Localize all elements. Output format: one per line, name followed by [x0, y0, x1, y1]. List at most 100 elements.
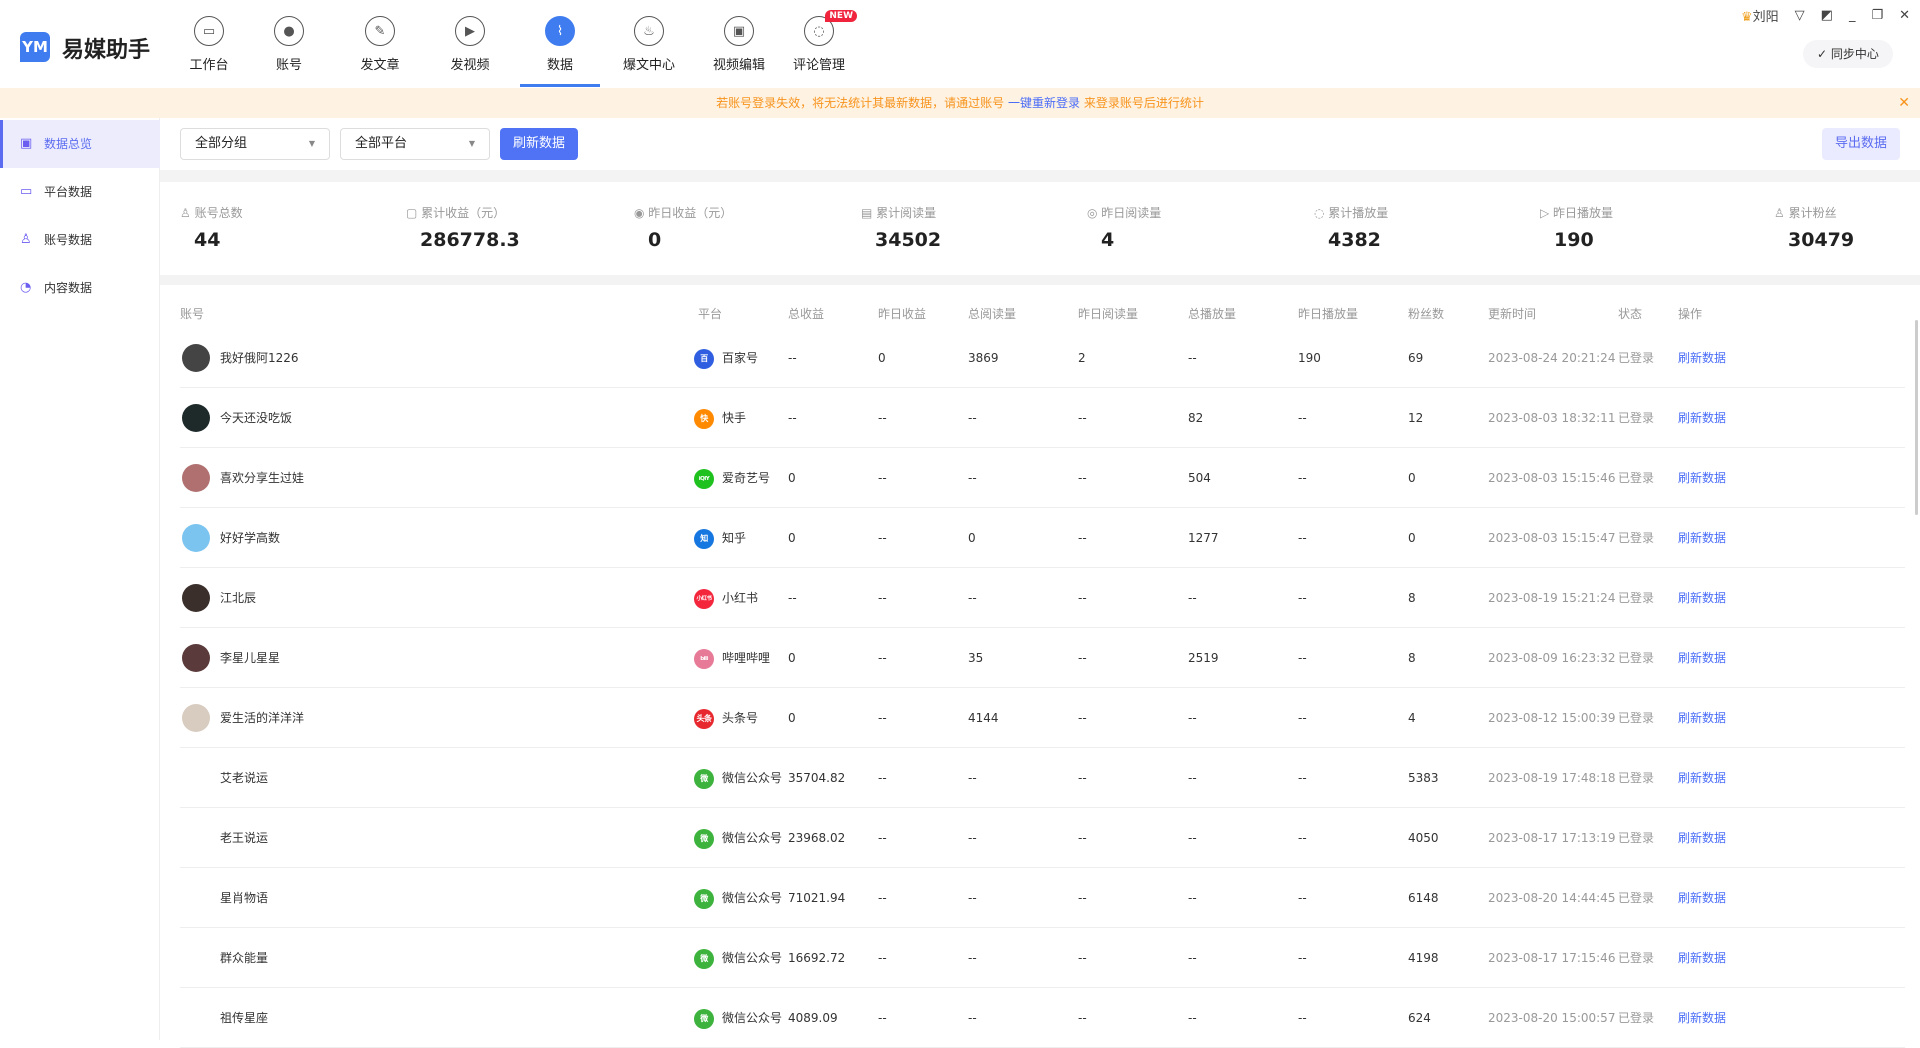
- stat-label: 累计粉丝: [1788, 206, 1837, 220]
- table-row: 好好学高数 知知乎 0 -- 0 -- 1277 -- 0 2023-08-03 15:15:47…: [180, 508, 1905, 568]
- refresh-row-link[interactable]: 刷新数据: [1678, 471, 1727, 485]
- close-icon[interactable]: ✕: [1899, 8, 1910, 23]
- sidebar-item-label: 数据总览: [44, 137, 93, 151]
- stat-card: ◌ 累计播放量 4382: [1314, 204, 1388, 251]
- stat-value: 4: [1101, 229, 1115, 251]
- stat-label: 累计播放量: [1328, 206, 1389, 220]
- status-text: 已登录: [1618, 771, 1655, 785]
- refresh-row-link[interactable]: 刷新数据: [1678, 1011, 1727, 1025]
- metric-cell: 0: [788, 711, 796, 725]
- platform-name: 快手: [722, 411, 747, 425]
- window-controls: ♛刘阳 ▽ ◩ _ ❐ ✕: [1741, 6, 1910, 25]
- refresh-row-link[interactable]: 刷新数据: [1678, 951, 1727, 965]
- sidebar: ▣ 数据总览 ▭ 平台数据 ♙ 账号数据 ◔ 内容数据: [0, 118, 160, 1040]
- sidebar-item-1[interactable]: ▭ 平台数据: [0, 168, 160, 216]
- table-row: 江北辰 小红书 小红书 -- -- -- -- -- -- 8 2023-08-19 15:21:2…: [180, 568, 1905, 628]
- group-select[interactable]: 全部分组 ▼: [180, 128, 330, 160]
- column-header: 总收益: [788, 307, 825, 321]
- stat-label-row: ▷ 昨日播放量: [1540, 204, 1613, 221]
- refresh-row-link[interactable]: 刷新数据: [1678, 351, 1727, 365]
- nav-item-2[interactable]: ✎ 发文章: [340, 16, 420, 73]
- platform-select[interactable]: 全部平台 ▼: [340, 128, 490, 160]
- column-header: 总阅读量: [968, 307, 1017, 321]
- refresh-row-link[interactable]: 刷新数据: [1678, 831, 1727, 845]
- metric-cell: --: [1188, 891, 1197, 905]
- metric-cell: --: [788, 591, 797, 605]
- refresh-row-link[interactable]: 刷新数据: [1678, 711, 1727, 725]
- avatar: [182, 644, 210, 672]
- nav-item-0[interactable]: ▭ 工作台: [169, 16, 249, 73]
- nav-label: 爆文中心: [622, 58, 675, 73]
- stat-label: 昨日播放量: [1553, 206, 1614, 220]
- wallet-icon: ▢: [406, 206, 422, 220]
- account-name: 老王说运: [220, 831, 269, 845]
- update-time: 2023-08-03 18:32:11: [1488, 411, 1616, 425]
- refresh-data-button[interactable]: 刷新数据: [500, 128, 578, 160]
- sidebar-item-2[interactable]: ♙ 账号数据: [0, 216, 160, 264]
- refresh-row-link[interactable]: 刷新数据: [1678, 651, 1727, 665]
- stat-label-row: ♙ 账号总数: [180, 204, 243, 221]
- metric-cell: 504: [1188, 471, 1211, 485]
- table-scrollbar[interactable]: [1915, 320, 1918, 515]
- metric-cell: --: [1298, 471, 1307, 485]
- stat-value: 4382: [1328, 229, 1381, 251]
- group-select-value: 全部分组: [195, 136, 248, 151]
- stat-label-row: ▤ 累计阅读量: [861, 204, 941, 221]
- banner-close-icon[interactable]: ✕: [1898, 95, 1910, 111]
- nav-item-5[interactable]: ♨ 爆文中心: [609, 16, 689, 73]
- column-header: 昨日播放量: [1298, 307, 1359, 321]
- account-name: 爱生活的洋洋洋: [220, 711, 305, 725]
- user-menu[interactable]: ♛刘阳: [1741, 6, 1779, 25]
- nav-item-1[interactable]: ● 账号: [249, 16, 329, 73]
- metric-cell: --: [1188, 1011, 1197, 1025]
- account-name: 今天还没吃饭: [220, 411, 293, 425]
- play-icon: ▶: [455, 16, 485, 46]
- metric-cell: 8: [1408, 651, 1416, 665]
- metric-cell: 69: [1408, 351, 1424, 365]
- sidebar-item-3[interactable]: ◔ 内容数据: [0, 264, 160, 312]
- platform-logo-icon: 微: [694, 769, 714, 789]
- refresh-row-link[interactable]: 刷新数据: [1678, 891, 1727, 905]
- nav-label: 视频编辑: [712, 58, 765, 73]
- metric-cell: --: [1298, 831, 1307, 845]
- platform-logo-icon: bili: [694, 649, 714, 669]
- metric-cell: --: [1188, 351, 1197, 365]
- maximize-icon[interactable]: ❐: [1871, 8, 1884, 23]
- export-data-button[interactable]: 导出数据: [1822, 128, 1900, 160]
- platform-name: 小红书: [722, 591, 759, 605]
- metric-cell: --: [1298, 951, 1307, 965]
- account-name: 星肖物语: [220, 891, 269, 905]
- platform-logo-icon: 微: [694, 1009, 714, 1029]
- metric-cell: --: [1078, 651, 1087, 665]
- edit-icon[interactable]: ◩: [1820, 8, 1833, 23]
- refresh-row-link[interactable]: 刷新数据: [1678, 591, 1727, 605]
- metric-cell: --: [968, 1011, 977, 1025]
- metric-cell: 2: [1078, 351, 1086, 365]
- update-time: 2023-08-19 17:48:18: [1488, 771, 1616, 785]
- nav-item-3[interactable]: ▶ 发视频: [430, 16, 510, 73]
- stat-card: ▤ 累计阅读量 34502: [861, 204, 941, 251]
- warning-banner: 若账号登录失效，将无法统计其最新数据，请通过账号 一键重新登录 来登录账号后进行…: [0, 88, 1920, 118]
- account-name: 江北辰: [220, 591, 257, 605]
- minimize-icon[interactable]: _: [1848, 8, 1856, 23]
- metric-cell: --: [1298, 1011, 1307, 1025]
- sidebar-item-0[interactable]: ▣ 数据总览: [0, 120, 160, 168]
- sync-center-button[interactable]: ✓ 同步中心: [1803, 40, 1893, 68]
- refresh-row-link[interactable]: 刷新数据: [1678, 771, 1727, 785]
- eye-icon: ◎: [1087, 206, 1102, 220]
- metric-cell: 12: [1408, 411, 1424, 425]
- platform-logo-icon: iQIY: [694, 469, 714, 489]
- relogin-link[interactable]: 一键重新登录: [1007, 96, 1080, 110]
- nav-item-7[interactable]: ◌ 评论管理 NEW: [779, 10, 859, 73]
- nav-item-4[interactable]: ⌇ 数据: [520, 16, 600, 73]
- metric-cell: 5383: [1408, 771, 1439, 785]
- nav-item-6[interactable]: ▣ 视频编辑: [699, 16, 779, 73]
- dropdown-icon[interactable]: ▽: [1794, 8, 1805, 23]
- metric-cell: 4198: [1408, 951, 1439, 965]
- toolbar: 全部分组 ▼ 全部平台 ▼ 刷新数据 导出数据: [160, 118, 1920, 170]
- document-icon: ▤: [861, 206, 877, 220]
- stat-value: 34502: [875, 229, 942, 251]
- platform-logo-icon: 头条: [694, 709, 714, 729]
- refresh-row-link[interactable]: 刷新数据: [1678, 411, 1727, 425]
- refresh-row-link[interactable]: 刷新数据: [1678, 531, 1727, 545]
